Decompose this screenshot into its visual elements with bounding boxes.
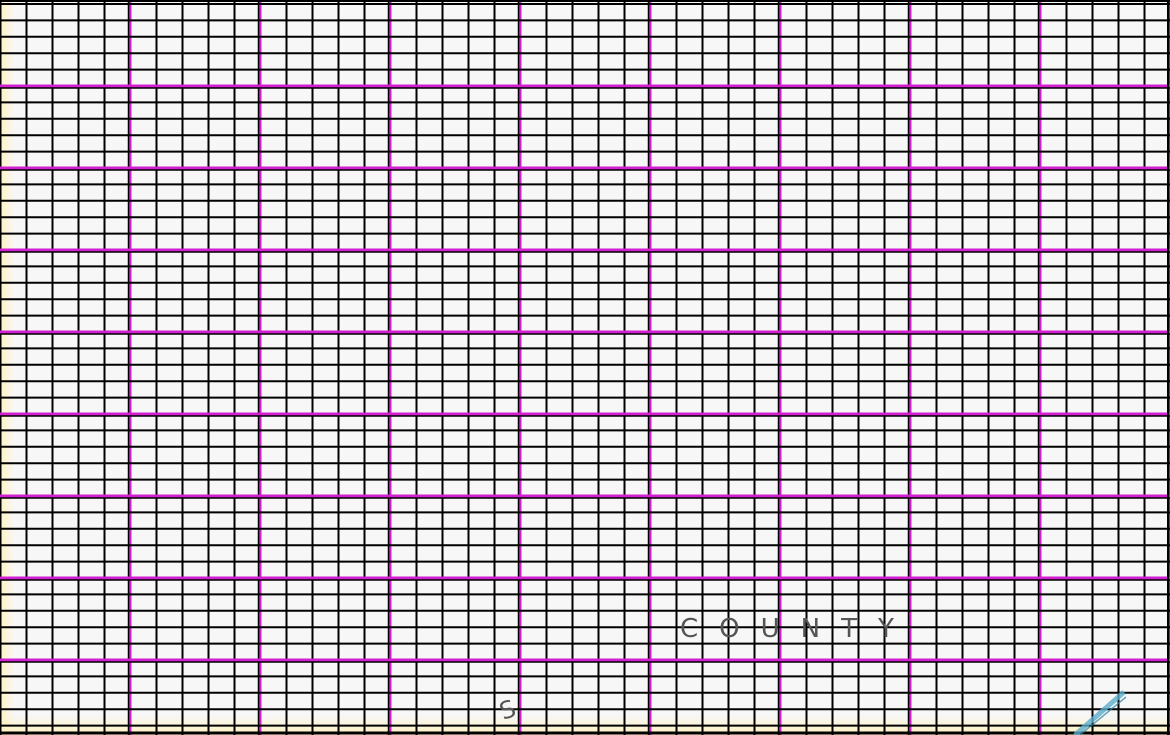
- water-stream: [1073, 690, 1126, 735]
- county-label: COUNTY: [680, 614, 915, 644]
- map-edge-left: [0, 0, 14, 735]
- water-stream-edge: [1079, 696, 1127, 735]
